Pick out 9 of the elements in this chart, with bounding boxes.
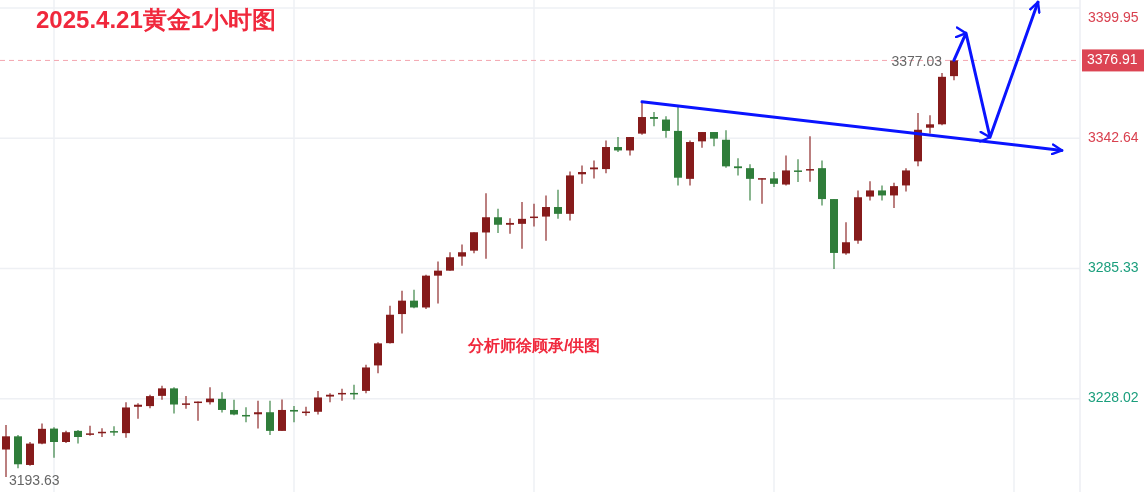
y-tick-label: 3285.33 xyxy=(1088,259,1139,276)
y-tick-label: 3399.95 xyxy=(1088,8,1139,25)
annotation: 分析师徐顾承/供图 xyxy=(467,337,601,354)
ref-line-label: 3376.91 xyxy=(1087,51,1138,68)
y-tick-label: 3228.02 xyxy=(1088,389,1139,406)
y-tick-label: 3342.64 xyxy=(1088,129,1139,146)
chart-title: 2025.4.21黄金1小时图 xyxy=(36,6,277,33)
annotation: 3377.03 xyxy=(891,52,943,69)
annotation: 3193.63 xyxy=(9,471,60,488)
